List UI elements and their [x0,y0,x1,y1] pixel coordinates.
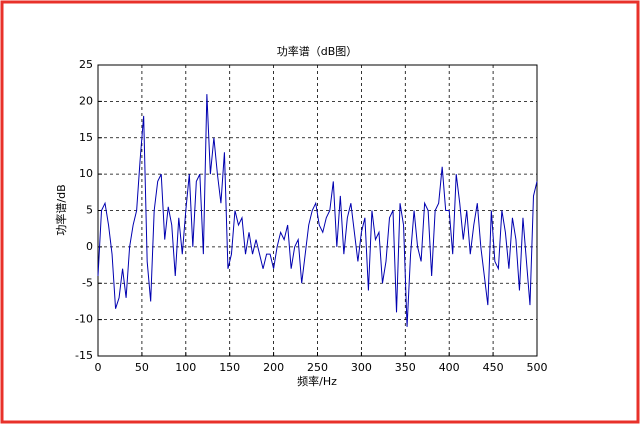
y-tick-label: 25 [79,58,93,71]
y-tick-label: 10 [79,167,93,180]
x-tick-label: 200 [263,361,284,374]
x-axis-label: 频率/Hz [297,374,337,388]
x-tick-label: 250 [307,361,328,374]
chart-title: 功率谱（dB图） [277,44,358,58]
y-tick-label: -15 [75,349,93,362]
y-tick-label: 20 [79,94,93,107]
x-tick-label: 50 [135,361,149,374]
x-tick-label: 300 [351,361,372,374]
axes-box [97,64,538,357]
y-tick-label: 15 [79,131,93,144]
y-tick-label: -5 [82,276,93,289]
x-tick-label: 0 [95,361,102,374]
x-tick-label: 150 [219,361,240,374]
y-tick-label: 0 [86,240,93,253]
x-tick-label: 450 [483,361,504,374]
y-tick-label: 5 [86,204,93,217]
x-tick-label: 400 [439,361,460,374]
y-tick-label: -10 [75,313,93,326]
x-tick-label: 500 [527,361,548,374]
x-tick-label: 350 [395,361,416,374]
data-line [97,94,538,327]
x-tick-label: 100 [175,361,196,374]
y-axis-label: 功率谱/dB [54,184,68,235]
